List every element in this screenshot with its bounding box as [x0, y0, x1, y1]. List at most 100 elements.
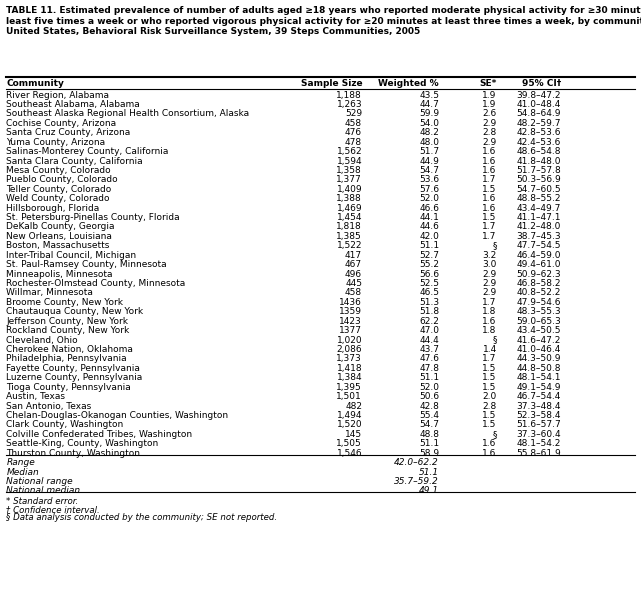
Text: 458: 458 — [345, 288, 362, 298]
Text: 2.9: 2.9 — [483, 137, 497, 147]
Text: 1423: 1423 — [340, 317, 362, 326]
Text: 50.9–62.3: 50.9–62.3 — [516, 270, 561, 278]
Text: Weld County, Colorado: Weld County, Colorado — [6, 194, 110, 203]
Text: Clark County, Washington: Clark County, Washington — [6, 420, 124, 429]
Text: 56.6: 56.6 — [419, 270, 439, 278]
Text: 35.7–59.2: 35.7–59.2 — [394, 477, 439, 486]
Text: Mesa County, Colorado: Mesa County, Colorado — [6, 166, 111, 175]
Text: 1,594: 1,594 — [337, 156, 362, 166]
Text: 1,469: 1,469 — [337, 204, 362, 213]
Text: 417: 417 — [345, 251, 362, 260]
Text: 37.3–48.4: 37.3–48.4 — [517, 402, 561, 411]
Text: Pueblo County, Colorado: Pueblo County, Colorado — [6, 176, 118, 184]
Text: 44.3–50.9: 44.3–50.9 — [517, 354, 561, 363]
Text: 1,373: 1,373 — [337, 354, 362, 363]
Text: 1.7: 1.7 — [483, 222, 497, 232]
Text: 467: 467 — [345, 260, 362, 269]
Text: 47.6: 47.6 — [419, 354, 439, 363]
Text: 43.5: 43.5 — [419, 91, 439, 100]
Text: Rochester-Olmstead County, Minnesota: Rochester-Olmstead County, Minnesota — [6, 279, 186, 288]
Text: 1.4: 1.4 — [483, 345, 497, 354]
Text: Broome County, New York: Broome County, New York — [6, 298, 124, 307]
Text: National range: National range — [6, 477, 73, 486]
Text: 1,384: 1,384 — [337, 373, 362, 383]
Text: 38.7–45.3: 38.7–45.3 — [516, 232, 561, 241]
Text: 51.3: 51.3 — [419, 298, 439, 307]
Text: 42.0: 42.0 — [419, 232, 439, 241]
Text: 41.6–47.2: 41.6–47.2 — [517, 336, 561, 344]
Text: 47.8: 47.8 — [419, 364, 439, 373]
Text: 46.5: 46.5 — [419, 288, 439, 298]
Text: Chelan-Douglas-Okanogan Counties, Washington: Chelan-Douglas-Okanogan Counties, Washin… — [6, 411, 229, 420]
Text: 48.8: 48.8 — [419, 430, 439, 439]
Text: 458: 458 — [345, 119, 362, 128]
Text: 1.8: 1.8 — [483, 326, 497, 335]
Text: 53.6: 53.6 — [419, 176, 439, 184]
Text: Cleveland, Ohio: Cleveland, Ohio — [6, 336, 78, 344]
Text: River Region, Alabama: River Region, Alabama — [6, 91, 110, 100]
Text: 1.6: 1.6 — [483, 448, 497, 458]
Text: § Data analysis conducted by the community; SE not reported.: § Data analysis conducted by the communi… — [6, 513, 278, 522]
Text: † Confidence interval.: † Confidence interval. — [6, 505, 100, 514]
Text: 62.2: 62.2 — [419, 317, 439, 326]
Text: §: § — [492, 241, 497, 250]
Text: 2.9: 2.9 — [483, 119, 497, 128]
Text: 54.7–60.5: 54.7–60.5 — [516, 185, 561, 194]
Text: 1,385: 1,385 — [337, 232, 362, 241]
Text: 52.7: 52.7 — [419, 251, 439, 260]
Text: 1.7: 1.7 — [483, 298, 497, 307]
Text: 47.9–54.6: 47.9–54.6 — [517, 298, 561, 307]
Text: 1.6: 1.6 — [483, 166, 497, 175]
Text: 3.2: 3.2 — [483, 251, 497, 260]
Text: 51.1: 51.1 — [419, 373, 439, 383]
Text: Salinas-Monterey County, California: Salinas-Monterey County, California — [6, 147, 169, 156]
Text: 445: 445 — [345, 279, 362, 288]
Text: Hillsborough, Florida: Hillsborough, Florida — [6, 204, 99, 213]
Text: 49.1–54.9: 49.1–54.9 — [517, 383, 561, 392]
Text: 51.1: 51.1 — [419, 468, 439, 477]
Text: 42.4–53.6: 42.4–53.6 — [517, 137, 561, 147]
Text: 51.8: 51.8 — [419, 307, 439, 317]
Text: 1,494: 1,494 — [337, 411, 362, 420]
Text: 43.4–49.7: 43.4–49.7 — [517, 204, 561, 213]
Text: 47.7–54.5: 47.7–54.5 — [517, 241, 561, 250]
Text: Yuma County, Arizona: Yuma County, Arizona — [6, 137, 106, 147]
Text: 57.6: 57.6 — [419, 185, 439, 194]
Text: 1,522: 1,522 — [337, 241, 362, 250]
Text: Seattle-King, County, Washington: Seattle-King, County, Washington — [6, 439, 159, 448]
Text: Rockland County, New York: Rockland County, New York — [6, 326, 129, 335]
Text: 2.8: 2.8 — [483, 128, 497, 137]
Text: Willmar, Minnesota: Willmar, Minnesota — [6, 288, 94, 298]
Text: TABLE 11. Estimated prevalence of number of adults aged ≥18 years who reported m: TABLE 11. Estimated prevalence of number… — [6, 6, 641, 36]
Text: 1,501: 1,501 — [337, 392, 362, 401]
Text: 52.5: 52.5 — [419, 279, 439, 288]
Text: 41.8–48.0: 41.8–48.0 — [517, 156, 561, 166]
Text: 1,409: 1,409 — [337, 185, 362, 194]
Text: San Antonio, Texas: San Antonio, Texas — [6, 402, 92, 411]
Text: 2.8: 2.8 — [483, 402, 497, 411]
Text: Philadelphia, Pennsylvania: Philadelphia, Pennsylvania — [6, 354, 127, 363]
Text: 44.6: 44.6 — [419, 222, 439, 232]
Text: Community: Community — [6, 79, 64, 88]
Text: * Standard error.: * Standard error. — [6, 497, 79, 506]
Text: 1.7: 1.7 — [483, 176, 497, 184]
Text: 1.6: 1.6 — [483, 204, 497, 213]
Text: 51.7–57.8: 51.7–57.8 — [516, 166, 561, 175]
Text: Thurston County, Washington: Thurston County, Washington — [6, 448, 140, 458]
Text: 1,818: 1,818 — [337, 222, 362, 232]
Text: Median: Median — [6, 468, 39, 477]
Text: 1377: 1377 — [339, 326, 362, 335]
Text: 1.5: 1.5 — [483, 213, 497, 222]
Text: 1.5: 1.5 — [483, 411, 497, 420]
Text: 43.4–50.5: 43.4–50.5 — [517, 326, 561, 335]
Text: St. Paul-Ramsey County, Minnesota: St. Paul-Ramsey County, Minnesota — [6, 260, 167, 269]
Text: 46.4–59.0: 46.4–59.0 — [517, 251, 561, 260]
Text: Boston, Massachusetts: Boston, Massachusetts — [6, 241, 110, 250]
Text: New Orleans, Louisiana: New Orleans, Louisiana — [6, 232, 112, 241]
Text: 478: 478 — [345, 137, 362, 147]
Text: 2,086: 2,086 — [337, 345, 362, 354]
Text: 51.1: 51.1 — [419, 241, 439, 250]
Text: 49.4–61.0: 49.4–61.0 — [517, 260, 561, 269]
Text: 145: 145 — [345, 430, 362, 439]
Text: 41.0–46.4: 41.0–46.4 — [517, 345, 561, 354]
